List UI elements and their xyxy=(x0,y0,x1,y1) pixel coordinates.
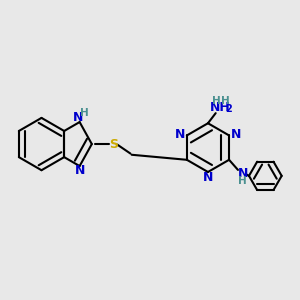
Text: S: S xyxy=(109,138,118,151)
Text: H: H xyxy=(80,108,89,118)
Text: H: H xyxy=(238,176,247,186)
Text: H: H xyxy=(221,96,230,106)
Text: 2: 2 xyxy=(225,104,232,114)
Text: N: N xyxy=(230,128,241,141)
Text: NH: NH xyxy=(209,101,230,114)
Text: N: N xyxy=(73,111,83,124)
Text: N: N xyxy=(238,167,248,180)
Text: N: N xyxy=(75,164,86,177)
Text: N: N xyxy=(175,128,185,141)
Text: N: N xyxy=(203,171,213,184)
Text: H: H xyxy=(212,96,221,106)
